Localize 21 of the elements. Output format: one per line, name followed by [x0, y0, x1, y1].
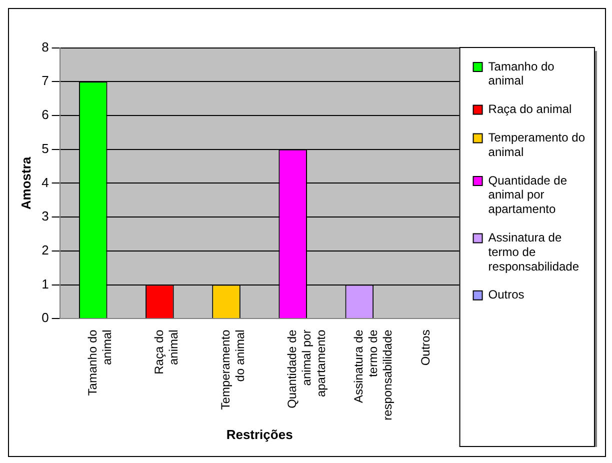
- y-tick-label: 5: [42, 140, 49, 156]
- y-tick-label: 4: [42, 174, 49, 190]
- y-tick-label: 2: [42, 242, 49, 258]
- x-tick-label: Raça do animal: [152, 329, 180, 374]
- y-axis-title: Amostra: [18, 156, 34, 210]
- legend-label: Outros: [488, 288, 524, 302]
- x-tick-label: Temperamento do animal: [218, 329, 247, 410]
- y-tick-label: 6: [42, 107, 49, 122]
- y-tick-label: 1: [42, 276, 49, 292]
- legend-label: Assinatura de termo de responsabilidade: [488, 230, 580, 274]
- x-axis-title: Restrições: [226, 426, 293, 442]
- y-tick-label: 3: [42, 208, 49, 224]
- y-tick-label: 0: [42, 310, 49, 326]
- legend-label: Raça do animal: [488, 102, 572, 116]
- y-tick-label: 8: [42, 39, 49, 54]
- legend-label: Tamanho do animal: [488, 59, 555, 88]
- y-tick-label: 7: [42, 73, 49, 88]
- x-tick-label: Outros: [418, 330, 432, 366]
- x-tick-label: Tamanho do animal: [85, 329, 114, 396]
- legend-label: Quantidade de animal por apartamento: [488, 173, 568, 216]
- legend-label: Temperamento do animal: [488, 130, 586, 159]
